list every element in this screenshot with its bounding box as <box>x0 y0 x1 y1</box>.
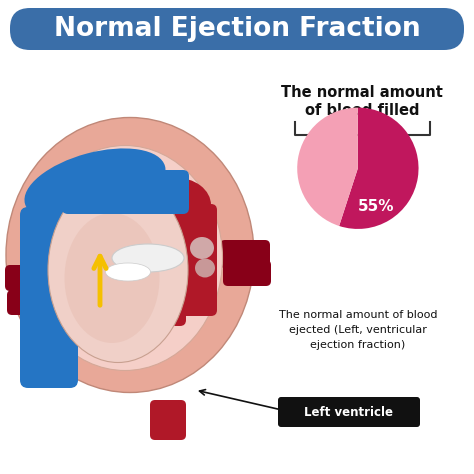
Text: 55%: 55% <box>358 199 394 214</box>
Ellipse shape <box>106 263 151 281</box>
Text: The normal amount of blood
ejected (Left, ventricular
ejection fraction): The normal amount of blood ejected (Left… <box>279 310 437 350</box>
Text: of blood filled: of blood filled <box>305 102 419 118</box>
FancyBboxPatch shape <box>146 194 186 326</box>
FancyBboxPatch shape <box>179 204 217 316</box>
Ellipse shape <box>64 213 159 343</box>
Text: Left ventricle: Left ventricle <box>304 405 393 419</box>
FancyBboxPatch shape <box>5 265 47 291</box>
Ellipse shape <box>6 118 254 392</box>
Ellipse shape <box>48 177 188 363</box>
Text: The normal amount: The normal amount <box>281 84 443 100</box>
Ellipse shape <box>25 148 165 221</box>
Wedge shape <box>297 108 358 226</box>
Ellipse shape <box>190 237 214 259</box>
FancyBboxPatch shape <box>10 8 464 50</box>
Ellipse shape <box>139 177 211 233</box>
Ellipse shape <box>36 181 74 219</box>
Ellipse shape <box>27 146 222 371</box>
FancyBboxPatch shape <box>20 207 78 388</box>
FancyBboxPatch shape <box>7 290 47 315</box>
FancyBboxPatch shape <box>62 170 189 214</box>
Ellipse shape <box>112 244 184 272</box>
Wedge shape <box>339 108 419 229</box>
FancyBboxPatch shape <box>220 240 270 268</box>
FancyBboxPatch shape <box>223 260 271 286</box>
FancyBboxPatch shape <box>150 400 186 440</box>
FancyBboxPatch shape <box>278 397 420 427</box>
Ellipse shape <box>195 258 215 277</box>
Text: Normal Ejection Fraction: Normal Ejection Fraction <box>54 16 420 42</box>
